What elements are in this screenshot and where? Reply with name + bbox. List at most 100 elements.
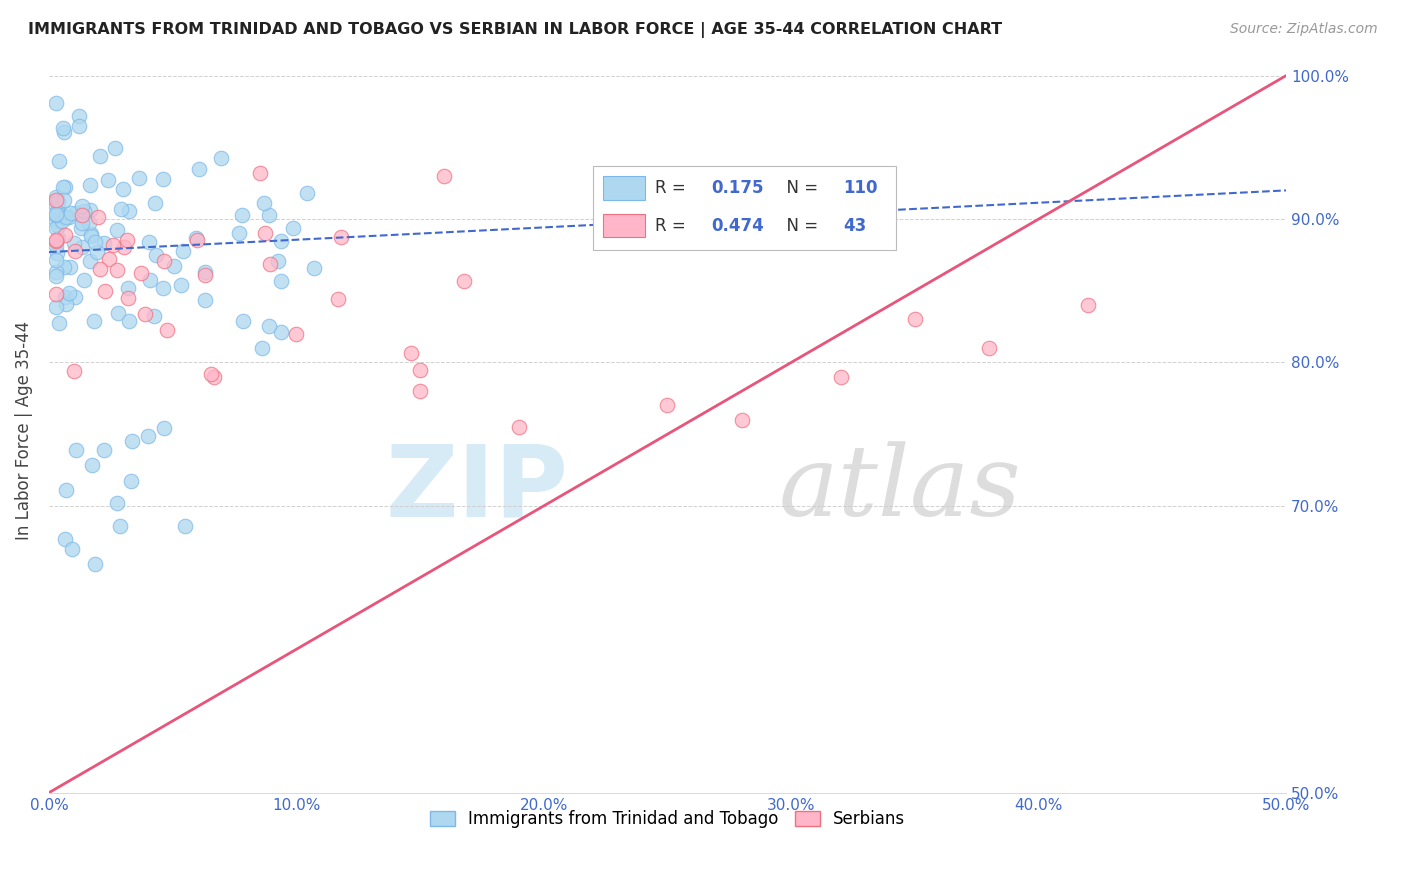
Point (45, 208, 67, 222)
Point (249, 166, 271, 180)
Point (45, 234, 67, 248)
Point (67, 119, 90, 133)
Point (46, 195, 69, 210)
FancyBboxPatch shape (603, 177, 645, 200)
Point (77, 216, 100, 230)
Point (200, 368, 222, 382)
Point (86, 244, 108, 259)
Point (89, 149, 111, 163)
Point (45, 268, 67, 283)
Point (131, 266, 153, 280)
Point (70, 216, 93, 230)
Text: 0.474: 0.474 (711, 217, 763, 235)
Point (254, 227, 277, 241)
Point (45, 214, 67, 228)
Point (52, 193, 75, 207)
Point (48, 316, 70, 330)
Point (107, 306, 129, 320)
Point (55, 210, 77, 224)
Legend: Immigrants from Trinidad and Tobago, Serbians: Immigrants from Trinidad and Tobago, Ser… (423, 804, 912, 835)
Point (53, 125, 76, 139)
Point (302, 260, 325, 275)
Point (105, 496, 128, 510)
Point (70, 208, 93, 222)
Point (152, 281, 174, 295)
Point (63, 290, 86, 304)
Point (83, 314, 105, 328)
Point (1077, 298, 1099, 312)
Text: R =: R = (655, 217, 692, 235)
Point (80, 227, 103, 242)
Point (508, 420, 530, 434)
Text: R =: R = (655, 179, 692, 197)
Point (101, 237, 124, 252)
Text: ZIP: ZIP (385, 440, 568, 537)
Text: 0.175: 0.175 (711, 179, 763, 197)
Point (121, 434, 143, 449)
Point (55, 297, 77, 311)
Point (188, 161, 211, 176)
Point (112, 240, 135, 254)
Point (52, 180, 75, 194)
Point (283, 221, 305, 235)
Point (285, 326, 308, 341)
Point (46, 231, 69, 245)
Point (46, 219, 69, 233)
Point (139, 273, 162, 287)
Point (409, 384, 432, 399)
Text: N =: N = (776, 217, 824, 235)
Point (153, 421, 176, 435)
Point (104, 141, 127, 155)
Point (120, 475, 142, 489)
Point (194, 293, 217, 307)
Point (170, 277, 193, 292)
Point (63, 244, 86, 258)
Point (72, 199, 94, 213)
Point (45, 300, 67, 314)
Point (45, 221, 67, 235)
Point (79, 228, 101, 243)
Text: N =: N = (776, 179, 824, 197)
FancyBboxPatch shape (593, 166, 896, 250)
Point (270, 274, 292, 288)
Point (46, 204, 69, 219)
Point (657, 399, 679, 413)
Point (194, 268, 217, 282)
Point (107, 223, 129, 237)
Point (53, 260, 76, 274)
Point (45, 194, 67, 208)
Point (93, 235, 115, 250)
Point (60, 541, 83, 556)
Point (326, 293, 349, 307)
Text: Source: ZipAtlas.com: Source: ZipAtlas.com (1230, 22, 1378, 37)
Point (270, 325, 292, 339)
Point (117, 281, 139, 295)
Point (53, 532, 76, 546)
Point (79, 254, 101, 268)
Point (62, 364, 84, 378)
Point (202, 369, 225, 384)
Point (45, 95, 67, 110)
Point (63, 236, 86, 251)
Point (117, 233, 139, 247)
Point (173, 518, 195, 533)
Point (70, 240, 93, 254)
Point (84, 235, 107, 250)
Point (87, 210, 110, 224)
Point (84, 557, 107, 571)
Point (111, 181, 134, 195)
Point (186, 233, 208, 247)
Point (51, 214, 73, 228)
Point (257, 208, 280, 222)
Point (73, 272, 96, 286)
Point (145, 248, 167, 262)
Point (45, 245, 67, 260)
Point (193, 265, 215, 279)
Point (152, 254, 174, 268)
Point (253, 195, 276, 210)
Point (267, 254, 290, 268)
Y-axis label: In Labor Force | Age 35-44: In Labor Force | Age 35-44 (15, 321, 32, 541)
Point (128, 170, 150, 185)
Point (73, 204, 96, 219)
FancyBboxPatch shape (603, 214, 645, 237)
